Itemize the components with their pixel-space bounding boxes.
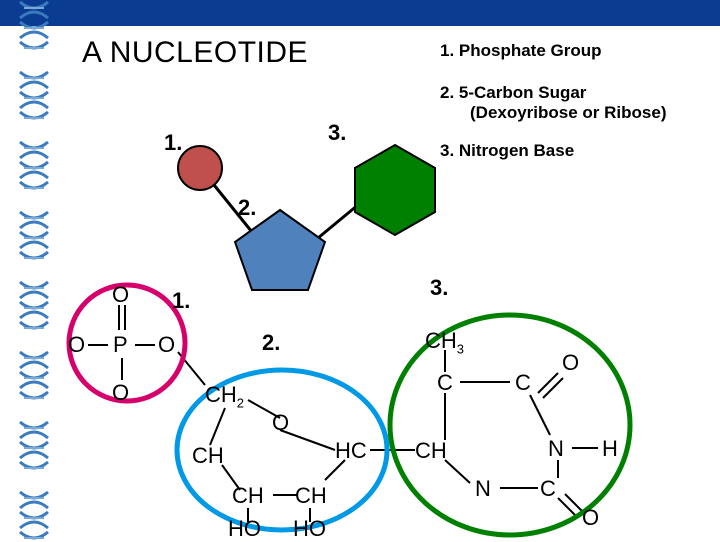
atom-ho2: HO bbox=[293, 516, 326, 542]
atom-o-ring: O bbox=[272, 410, 289, 436]
label-1-top: 1. bbox=[164, 130, 182, 156]
atom-o-top: O bbox=[112, 282, 129, 308]
dna-icon bbox=[20, 422, 48, 468]
legend-2b: (Dexoyribose or Ribose) bbox=[470, 102, 667, 125]
dna-icon bbox=[20, 212, 48, 258]
label-2-bot: 2. bbox=[262, 330, 280, 356]
atom-ho1: HO bbox=[228, 516, 261, 542]
atom-o-db1: O bbox=[562, 350, 579, 376]
page-title: A NUCLEOTIDE bbox=[82, 36, 308, 70]
base-shape bbox=[355, 145, 435, 235]
dna-icon bbox=[20, 142, 48, 188]
atom-ch-b: CH bbox=[232, 483, 264, 509]
atom-ch2: CH2 bbox=[205, 382, 244, 410]
sugar-shape bbox=[235, 210, 325, 290]
label-2-top: 2. bbox=[238, 195, 256, 221]
label-3-bot: 3. bbox=[430, 275, 448, 301]
atom-n1: N bbox=[548, 436, 564, 462]
atom-ch-c: CH bbox=[295, 483, 327, 509]
dna-icon bbox=[20, 352, 48, 398]
atom-n2: N bbox=[475, 476, 491, 502]
atom-o-right: O bbox=[158, 332, 175, 358]
atom-o-db2: O bbox=[582, 505, 599, 531]
atom-c2: C bbox=[515, 370, 531, 396]
label-3-top: 3. bbox=[328, 120, 346, 146]
atom-c1: C bbox=[437, 370, 453, 396]
legend-1: 1. Phosphate Group bbox=[440, 40, 602, 63]
label-1-bot: 1. bbox=[172, 288, 190, 314]
phosphate-shape bbox=[178, 146, 222, 190]
atom-hc: HC bbox=[335, 438, 367, 464]
atom-p: P bbox=[113, 332, 128, 358]
atom-ch-d: CH bbox=[415, 438, 447, 464]
atom-ch-a: CH bbox=[192, 443, 224, 469]
atom-ch3: CH3 bbox=[425, 328, 464, 356]
atom-o-bot: O bbox=[112, 380, 129, 406]
atom-c3: C bbox=[540, 476, 556, 502]
atom-o-left: O bbox=[68, 332, 85, 358]
dna-icon bbox=[20, 72, 48, 118]
atom-h: H bbox=[602, 436, 618, 462]
legend-3: 3. Nitrogen Base bbox=[440, 140, 574, 163]
dna-icon bbox=[20, 492, 48, 538]
dna-icon bbox=[20, 282, 48, 328]
dna-icon bbox=[20, 2, 48, 48]
